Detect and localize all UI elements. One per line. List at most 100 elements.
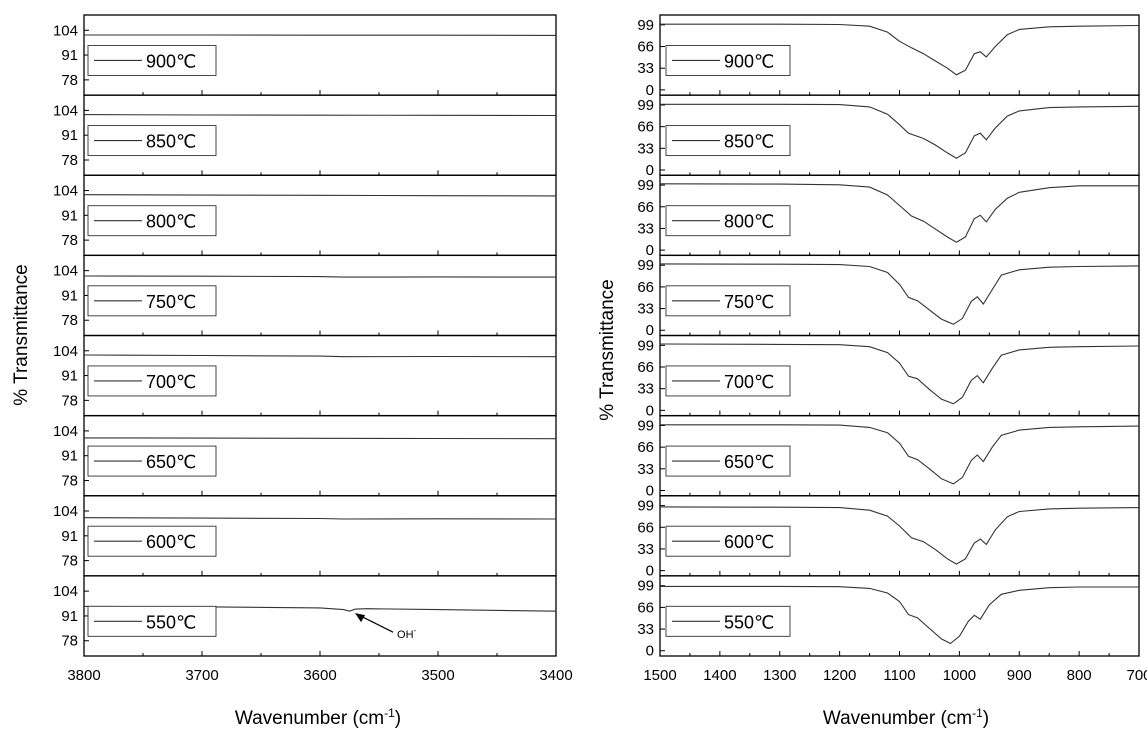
x-tick-label: 1400	[703, 667, 736, 684]
subplot-left-3: 104 91 78 750℃	[53, 254, 557, 337]
series-line-2	[83, 194, 557, 197]
y-tick-label: 33	[637, 140, 654, 157]
y-tick-label: 0	[646, 643, 654, 660]
series-line-5	[660, 424, 1140, 485]
left-chart-panel: 104 91 78 900℃ 104 91 78 850℃ 104 91 78 800℃ 104 91 78…	[53, 14, 573, 684]
y-tick-label: 66	[637, 519, 654, 536]
y-tick-label: 91	[61, 127, 78, 144]
x-tick-label: 3700	[185, 667, 218, 684]
y-tick-label: 66	[637, 359, 654, 376]
y-tick-label: 0	[646, 242, 654, 259]
y-tick-label: 33	[637, 541, 654, 558]
y-tick-label: 104	[53, 263, 78, 280]
left-x-axis-label-sup: -1	[384, 706, 395, 720]
y-tick-label: 33	[637, 220, 654, 237]
series-line-6	[659, 506, 1140, 565]
x-tick-label: 1500	[643, 667, 676, 684]
y-tick-label: 99	[637, 17, 654, 34]
left-x-axis-label-close: )	[395, 708, 401, 729]
legend-label: 900℃	[724, 51, 774, 71]
x-tick-label: 3600	[303, 667, 336, 684]
annotation-label-sup: -	[414, 626, 417, 635]
y-tick-label: 0	[646, 162, 654, 179]
series-line-1	[660, 103, 1140, 159]
legend-box	[87, 365, 217, 397]
x-tick-label: 800	[1067, 667, 1092, 684]
right-x-axis-label: Wavenumber (cm-1)	[823, 706, 989, 729]
y-tick-label: 0	[646, 563, 654, 580]
y-tick-label: 104	[53, 102, 78, 119]
series-line-7	[83, 605, 557, 612]
legend-label: 900℃	[146, 51, 196, 71]
subplot-right-5: 99 66 33 0 650℃	[637, 414, 1140, 499]
x-tick-label: 700	[1126, 667, 1147, 684]
y-tick-label: 99	[637, 578, 654, 595]
y-tick-label: 99	[637, 417, 654, 434]
right-x-axis-label-sup: -1	[972, 706, 983, 720]
legend-label: 750℃	[724, 292, 774, 312]
y-tick-label: 91	[61, 608, 78, 625]
y-tick-label: 104	[53, 343, 78, 360]
y-tick-label: 104	[53, 22, 78, 39]
y-tick-label: 33	[637, 461, 654, 478]
y-tick-label: 66	[637, 119, 654, 136]
y-tick-label: 0	[646, 322, 654, 339]
legend-label: 750℃	[146, 292, 196, 312]
y-tick-label: 78	[61, 312, 78, 329]
y-tick-label: 0	[646, 82, 654, 99]
y-tick-label: 33	[637, 621, 654, 638]
subplot-right-6: 99 66 33 0 600℃	[637, 495, 1140, 580]
series-line-4	[659, 343, 1140, 405]
y-tick-label: 33	[637, 301, 654, 318]
y-tick-label: 99	[637, 97, 654, 114]
legend-label: 800℃	[146, 212, 196, 232]
subplot-left-0: 104 91 78 900℃	[53, 14, 557, 96]
y-tick-label: 91	[61, 528, 78, 545]
series-line-3	[83, 275, 557, 278]
y-tick-label: 91	[61, 47, 78, 64]
y-tick-label: 99	[637, 337, 654, 354]
legend-label: 700℃	[724, 372, 774, 392]
legend-label: 850℃	[724, 132, 774, 152]
y-tick-label: 78	[61, 633, 78, 650]
y-tick-label: 0	[646, 482, 654, 499]
right-chart-panel: 99 66 33 0 900℃ 99 66 33 0 850℃ 99 66 33 0 800℃ 99 66 33 0…	[637, 14, 1147, 684]
y-tick-label: 78	[61, 472, 78, 489]
y-tick-label: 66	[637, 279, 654, 296]
y-tick-label: 91	[61, 287, 78, 304]
y-tick-label: 66	[637, 39, 654, 56]
legend-label: 800℃	[724, 212, 774, 232]
series-line-7	[660, 585, 1139, 645]
subplot-left-6: 104 91 78 600℃	[53, 495, 557, 577]
x-tick-label: 1300	[763, 667, 796, 684]
left-x-axis-label-main: Wavenumber (cm	[235, 708, 384, 729]
y-tick-label: 0	[646, 402, 654, 419]
x-tick-label: 1200	[823, 667, 856, 684]
subplot-right-2: 99 66 33 0 800℃	[637, 174, 1140, 259]
y-tick-label: 66	[637, 439, 654, 456]
annotation-label: OH-	[397, 626, 417, 641]
subplot-left-5: 104 91 78 650℃	[53, 414, 557, 497]
y-tick-label: 99	[637, 257, 654, 274]
series-line-2	[659, 183, 1139, 243]
y-tick-label: 33	[637, 381, 654, 398]
left-x-axis-label: Wavenumber (cm-1)	[235, 706, 401, 729]
legend-label: 650℃	[724, 452, 774, 472]
y-tick-label: 91	[61, 207, 78, 224]
series-line-5	[83, 437, 557, 440]
y-tick-label: 78	[61, 152, 78, 169]
x-tick-label: 3500	[421, 667, 454, 684]
subplot-right-1: 99 66 33 0 850℃	[637, 94, 1140, 179]
legend-label: 600℃	[724, 532, 774, 552]
y-tick-label: 78	[61, 72, 78, 89]
subplot-right-4: 99 66 33 0 700℃	[637, 334, 1140, 419]
y-tick-label: 104	[53, 503, 78, 520]
legend-label: 650℃	[146, 452, 196, 472]
y-tick-label: 78	[61, 553, 78, 570]
y-tick-label: 91	[61, 368, 78, 385]
y-tick-label: 99	[637, 498, 654, 515]
y-tick-label: 78	[61, 232, 78, 249]
series-line-0	[660, 23, 1140, 76]
x-tick-label: 900	[1007, 667, 1032, 684]
